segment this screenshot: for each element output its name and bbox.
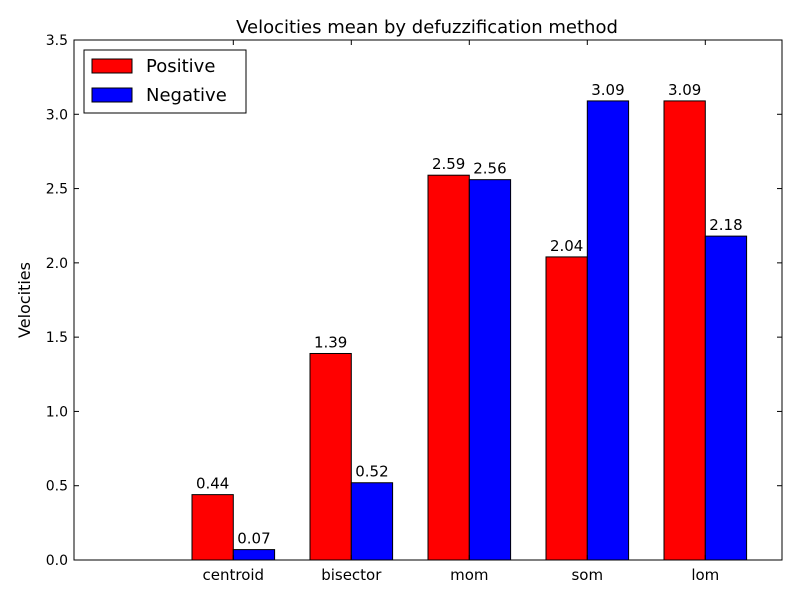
x-tick-label-mom: mom [450, 566, 488, 584]
data-label-positive-som: 2.04 [550, 237, 583, 255]
bar-positive-bisector [309, 352, 352, 561]
data-label-negative-mom: 2.56 [473, 160, 506, 178]
data-label-negative-centroid: 0.07 [237, 530, 270, 548]
data-label-positive-lom: 3.09 [668, 81, 701, 99]
chart-title: Velocities mean by defuzzification metho… [236, 17, 618, 38]
legend-label-positive: Positive [146, 56, 215, 77]
data-label-negative-lom: 2.18 [709, 216, 742, 234]
bar-positive-mom [427, 174, 470, 561]
legend-label-negative: Negative [146, 85, 227, 106]
legend-swatch-positive [91, 58, 133, 74]
data-label-negative-som: 3.09 [591, 81, 624, 99]
y-tick-label: 0.0 [46, 553, 68, 569]
data-label-positive-centroid: 0.44 [196, 475, 229, 493]
y-tick-label: 0.5 [46, 479, 68, 495]
bar-negative-bisector [350, 482, 394, 561]
y-tick-label: 2.5 [46, 182, 68, 198]
bar-negative-lom [704, 235, 748, 561]
legend-swatch-negative [91, 87, 133, 103]
bar-negative-mom [468, 179, 512, 561]
y-tick-label: 2.0 [46, 256, 68, 272]
y-tick-label: 1.5 [46, 330, 68, 346]
bar-positive-som [545, 256, 588, 561]
plot-frame [73, 39, 783, 561]
data-label-positive-bisector: 1.39 [314, 333, 347, 351]
y-axis-label: Velocities [15, 262, 34, 338]
bar-positive-centroid [191, 494, 234, 561]
data-label-negative-bisector: 0.52 [355, 463, 388, 481]
y-tick-label: 1.0 [46, 404, 68, 420]
x-tick-label-bisector: bisector [321, 566, 382, 584]
data-label-positive-mom: 2.59 [432, 155, 465, 173]
x-tick-label-som: som [571, 566, 603, 584]
x-tick-label-lom: lom [691, 566, 719, 584]
bar-negative-centroid [232, 549, 276, 561]
y-tick-label: 3.5 [46, 33, 68, 49]
bar-negative-som [586, 100, 630, 561]
bar-positive-lom [663, 100, 706, 561]
x-tick-label-centroid: centroid [203, 566, 265, 584]
y-tick-label: 3.0 [46, 107, 68, 123]
